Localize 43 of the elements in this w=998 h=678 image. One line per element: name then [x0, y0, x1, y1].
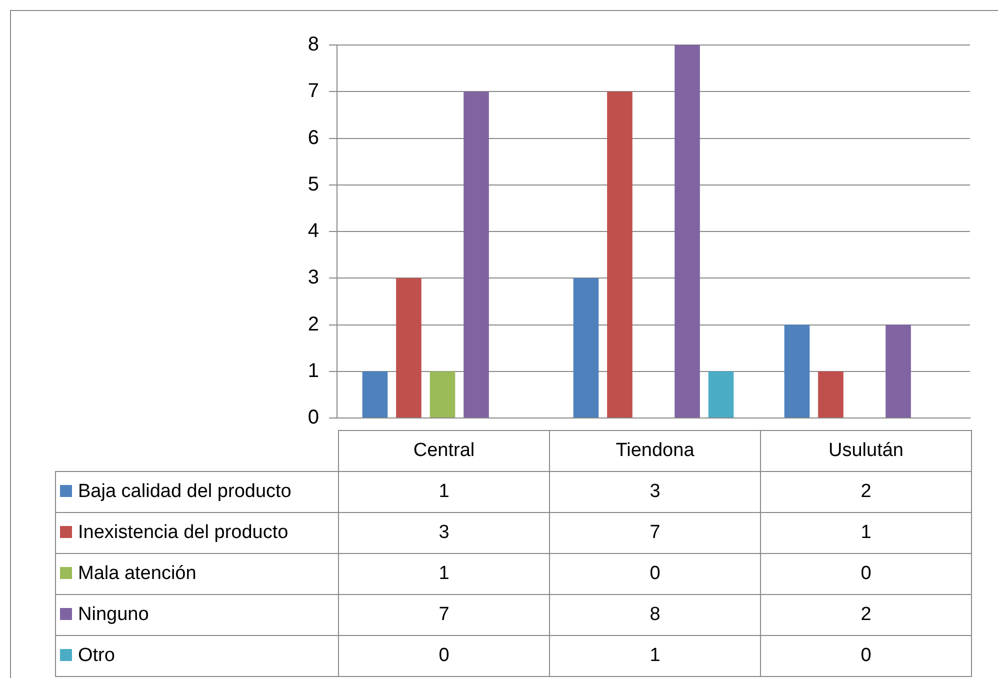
bar [607, 92, 632, 418]
x-tick-label: Usulután [760, 430, 972, 472]
data-label: 3 [550, 472, 760, 512]
bar [396, 278, 422, 418]
bar [362, 371, 388, 418]
data-label: 0 [760, 636, 972, 676]
data-label: 1 [338, 472, 550, 512]
y-tick-label: 0 [308, 406, 319, 429]
data-label: 3 [338, 512, 550, 554]
data-label: 7 [338, 594, 550, 636]
data-label: 1 [760, 512, 972, 554]
data-label: 2 [760, 472, 972, 512]
y-tick-label: 7 [308, 80, 319, 102]
x-tick-label: Tiendona [550, 430, 760, 472]
legend-label: Baja calidad del producto [56, 472, 338, 512]
bar [784, 324, 810, 418]
bar [886, 324, 911, 418]
data-label: 0 [338, 636, 550, 676]
bar [464, 92, 489, 418]
data-label: 0 [760, 554, 972, 594]
y-tick-label: 1 [308, 360, 319, 382]
y-tick-label: 8 [308, 34, 319, 56]
bar [674, 45, 700, 418]
legend-label: Otro [56, 636, 338, 676]
legend-label: Ninguno [56, 594, 338, 636]
data-label: 7 [550, 512, 760, 554]
bar [818, 371, 844, 418]
data-label: 0 [550, 554, 760, 594]
legend-label: Mala atención [56, 554, 338, 594]
y-tick-label: 5 [308, 173, 319, 196]
data-label: 2 [760, 594, 972, 636]
y-tick-label: 4 [308, 220, 319, 242]
data-label: 1 [338, 554, 550, 594]
bar [573, 278, 599, 418]
y-tick-label: 6 [308, 126, 319, 149]
data-label: 1 [550, 636, 760, 676]
bar [430, 371, 456, 418]
x-tick-label: Central [338, 430, 550, 472]
data-label: 8 [550, 594, 760, 636]
y-tick-label: 3 [308, 266, 319, 289]
bar [708, 371, 734, 418]
y-tick-label: 2 [308, 313, 319, 336]
legend-label: Inexistencia del producto [56, 512, 338, 554]
